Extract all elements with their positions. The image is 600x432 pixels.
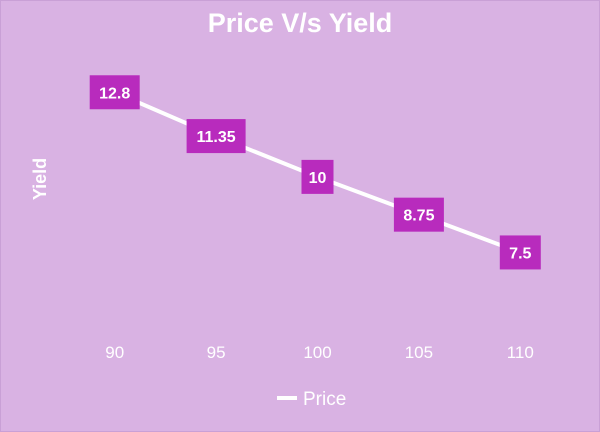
data-label-text: 8.75 [403, 208, 434, 225]
chart-title: Price V/s Yield [208, 8, 393, 38]
data-label-text: 11.35 [197, 129, 236, 146]
data-label-text: 12.8 [99, 85, 130, 102]
data-label-1: 11.35 [186, 119, 246, 154]
x-tick-label: 95 [207, 343, 226, 362]
data-label-3: 8.75 [393, 197, 444, 232]
data-label-group: 12.8 11.35 10 8.75 7.5 [89, 75, 541, 270]
x-tick-label: 90 [105, 343, 124, 362]
data-label-box [393, 197, 444, 232]
data-label-text: 7.5 [509, 245, 531, 262]
y-axis-label: Yield [30, 158, 50, 200]
x-tick-group: 90 95 100 105 110 [105, 343, 534, 362]
data-label-2: 10 [301, 159, 334, 194]
x-tick-label: 100 [303, 343, 331, 362]
data-label-box [89, 75, 140, 110]
data-label-0: 12.8 [89, 75, 140, 110]
data-label-4: 7.5 [499, 235, 541, 270]
data-label-box [301, 159, 334, 194]
legend-label-price: Price [303, 389, 346, 410]
data-label-box [186, 119, 246, 154]
legend: Price [277, 389, 346, 410]
data-label-text: 10 [309, 170, 327, 187]
data-label-box [499, 235, 541, 270]
x-tick-label: 110 [507, 343, 534, 362]
x-tick-label: 105 [405, 343, 433, 362]
